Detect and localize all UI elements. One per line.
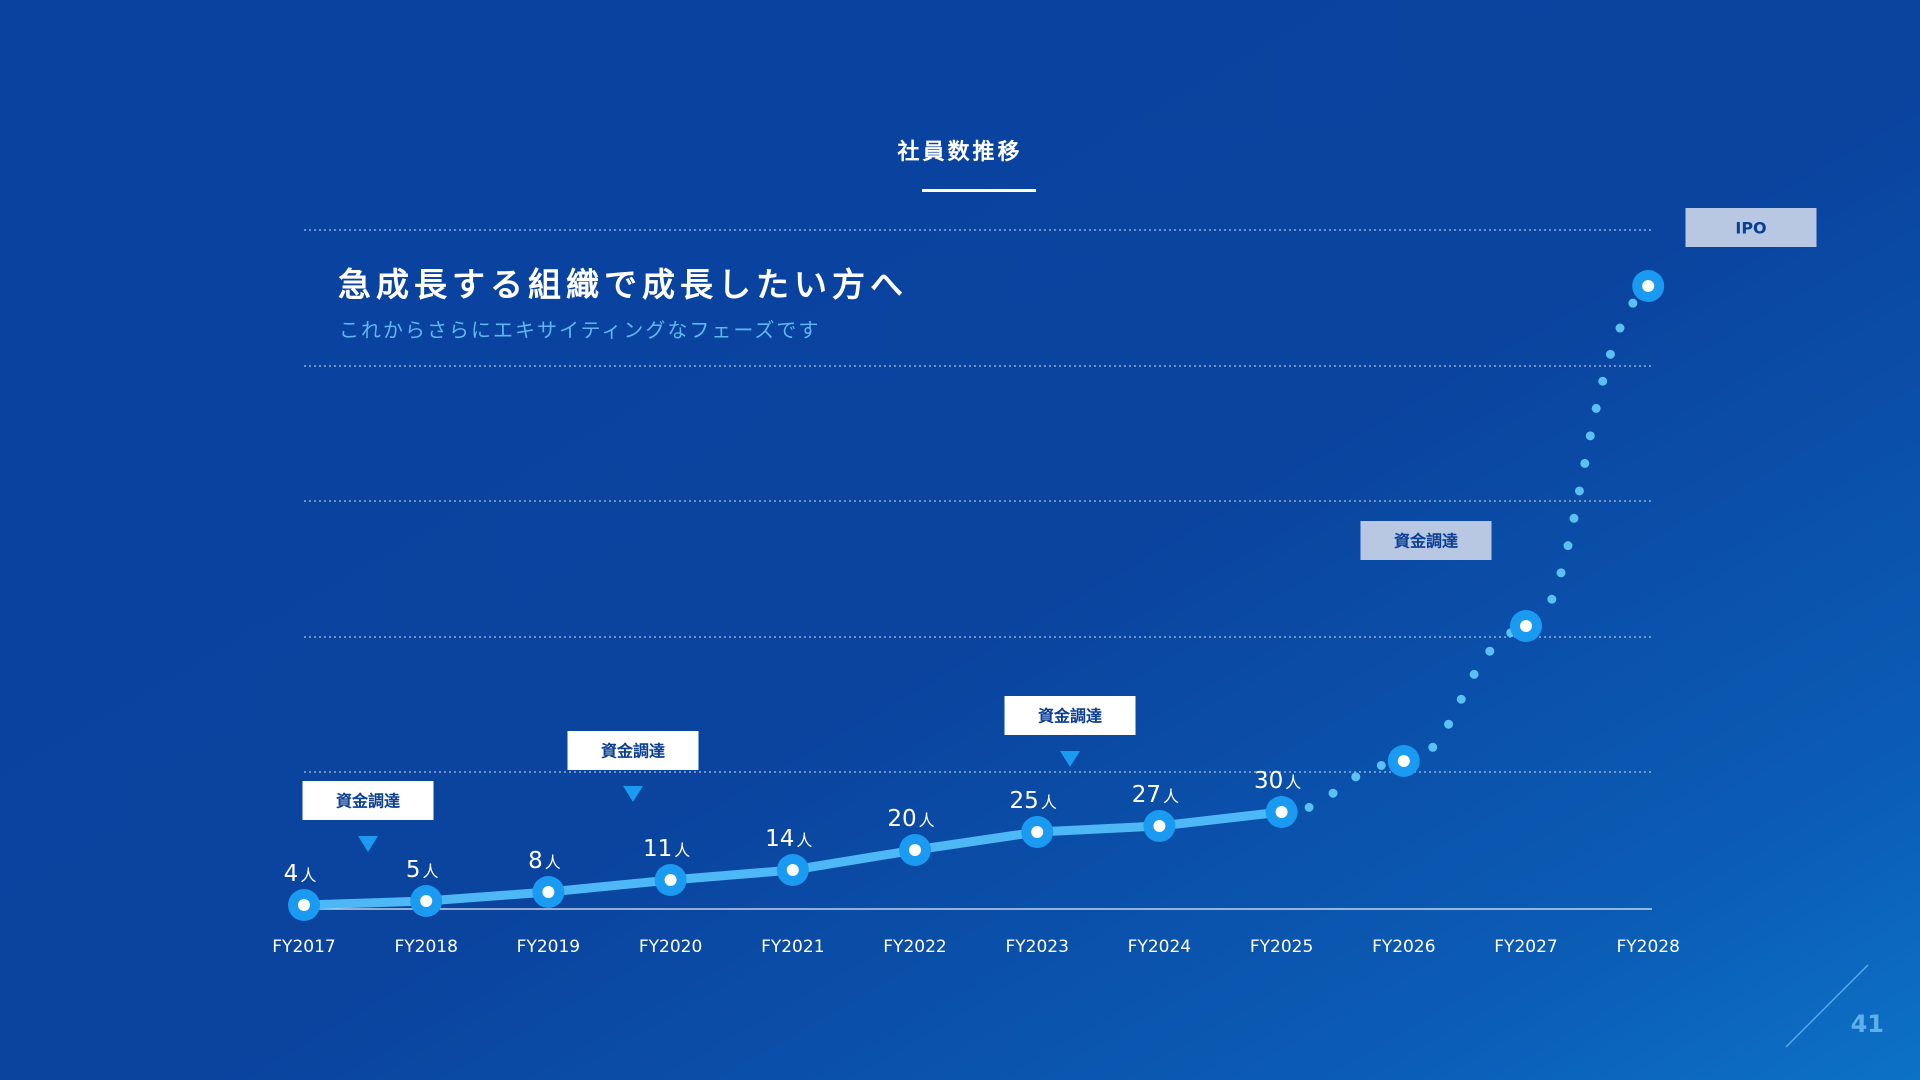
x-tick-label: FY2020 [639, 937, 702, 957]
x-tick-label: FY2023 [1005, 937, 1068, 957]
projection-point-center [1642, 280, 1655, 292]
projection-point-center [1520, 620, 1532, 632]
funding-label: 資金調達 [1394, 532, 1458, 551]
funding-pointer-triangle [623, 786, 643, 802]
x-tick-label: FY2025 [1250, 937, 1313, 957]
funding-pointer-triangle [358, 836, 378, 852]
funding-label: 資金調達 [336, 792, 400, 811]
data-label: 25 人 [1010, 788, 1057, 814]
data-point-center [909, 844, 921, 856]
x-tick-label: FY2018 [394, 937, 457, 957]
data-point-center [1275, 806, 1288, 818]
x-tick-label: FY2028 [1616, 937, 1679, 957]
ipo-label-box [1685, 208, 1817, 247]
ipo-label: IPO [1735, 219, 1766, 238]
data-label: 11 人 [643, 836, 690, 862]
subheadline: これからさらにエキサイティングなフェーズです [339, 318, 821, 342]
data-point-center [1031, 826, 1044, 838]
data-point-center [298, 899, 310, 911]
funding-label-box [1004, 696, 1136, 735]
funding-label: 資金調達 [601, 742, 665, 761]
x-tick-label: FY2022 [883, 937, 946, 957]
funding-label: 資金調達 [1038, 707, 1102, 726]
data-point-center [420, 895, 433, 907]
data-point-center [542, 886, 555, 898]
data-point-center [664, 874, 677, 886]
funding-label-box [1360, 521, 1492, 560]
x-tick-label: FY2019 [517, 937, 580, 957]
data-label: 30 人 [1254, 768, 1301, 794]
data-label: 20 人 [887, 806, 934, 832]
headline: 急成長する組織で成長したい方へ [338, 265, 908, 304]
page-number-diagonal [1785, 964, 1869, 1048]
data-label: 14 人 [765, 826, 812, 852]
page-number: 41 [1850, 1010, 1884, 1038]
x-tick-label: FY2024 [1128, 937, 1191, 957]
funding-label-box [567, 731, 699, 770]
title-underline [922, 189, 1036, 192]
section-title: 社員数推移 [897, 140, 1023, 165]
x-tick-label: FY2021 [761, 937, 824, 957]
data-label: 27 人 [1132, 782, 1179, 808]
projection-point-center [1397, 755, 1410, 767]
x-tick-label: FY2017 [272, 937, 335, 957]
data-point-center [1153, 820, 1166, 832]
funding-pointer-triangle [1060, 751, 1080, 767]
x-tick-label: FY2027 [1494, 937, 1557, 957]
x-tick-label: FY2026 [1372, 937, 1435, 957]
data-point-center [786, 864, 799, 876]
funding-label-box [302, 781, 434, 820]
